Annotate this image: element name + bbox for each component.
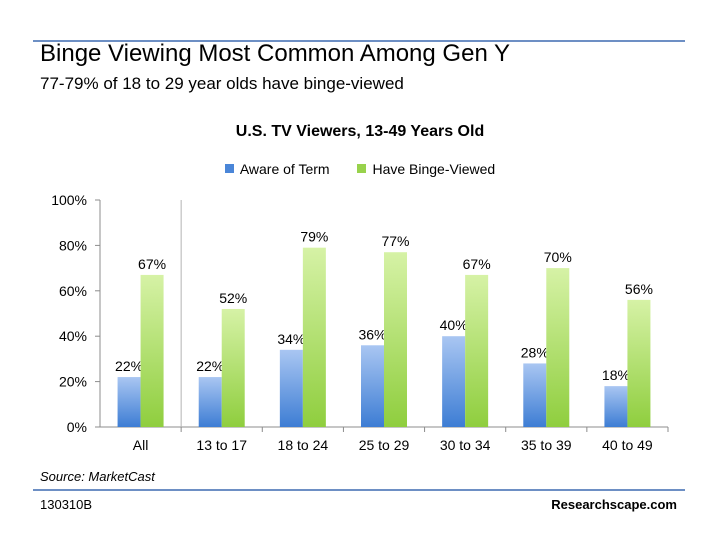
bar-binge [546,268,570,427]
legend-item-aware: Aware of Term [224,160,330,177]
source-note: Source: MarketCast [40,469,155,484]
y-tick-label: 40% [59,328,87,344]
legend-label-aware: Aware of Term [239,160,330,177]
brand-name: Researchscape.com [551,497,677,512]
data-label-aware: 34% [277,331,305,347]
bottom-rule [33,489,685,491]
bar-aware [523,363,547,427]
y-tick-label: 100% [51,192,87,208]
x-tick-label: 30 to 34 [440,437,491,453]
x-tick-label: 13 to 17 [196,437,247,453]
x-tick-label: All [133,437,149,453]
y-tick-label: 80% [59,237,87,253]
slide-code: 130310B [40,497,93,512]
bar-binge [384,252,407,427]
y-tick-label: 0% [67,419,87,435]
data-label-binge: 70% [544,249,572,265]
data-label-aware: 22% [115,358,143,374]
data-label-binge: 79% [300,229,328,245]
data-label-aware: 22% [196,358,224,374]
bar-binge [140,274,164,427]
bar-aware [117,377,141,427]
data-label-binge: 67% [463,256,491,272]
bar-aware [361,345,384,427]
data-label-binge: 77% [381,233,409,249]
data-label-binge: 52% [219,290,247,306]
bar-binge [627,299,651,427]
bar-aware [604,386,628,427]
bar-binge [221,308,245,427]
x-tick-label: 40 to 49 [602,437,653,453]
y-tick-label: 60% [59,283,87,299]
bar-chart: 0% 20% 40% 60% 80% 100% 22% 67% All 22% 52% 13 to 1… [51,192,669,453]
chart-title: U.S. TV Viewers, 13-49 Years Old [235,123,485,140]
bar-binge [465,274,489,427]
data-label-aware: 28% [521,344,549,360]
data-label-binge: 56% [625,281,653,297]
x-tick-label: 18 to 24 [278,437,329,453]
bar-binge [302,247,326,427]
data-label-aware: 40% [440,317,468,333]
legend-swatch-binge [357,164,367,173]
data-label-binge: 67% [138,256,166,272]
data-label-aware: 18% [602,367,630,383]
bar-aware [279,349,303,427]
x-tick-label: 35 to 39 [521,437,572,453]
y-tick-label: 20% [59,374,87,390]
legend-swatch-aware [224,164,234,173]
chart-legend: Aware of Term Have Binge-Viewed [0,160,720,177]
slide-subtitle: 77-79% of 18 to 29 year olds have binge-… [40,74,404,93]
legend-label-binge: Have Binge-Viewed [372,160,496,177]
bar-aware [442,336,466,427]
bar-aware [198,377,222,427]
legend-item-binge: Have Binge-Viewed [357,161,495,177]
slide-title: Binge Viewing Most Common Among Gen Y [40,40,511,67]
top-rule [33,40,685,42]
data-label-aware: 36% [358,326,386,342]
x-tick-label: 25 to 29 [359,437,410,453]
